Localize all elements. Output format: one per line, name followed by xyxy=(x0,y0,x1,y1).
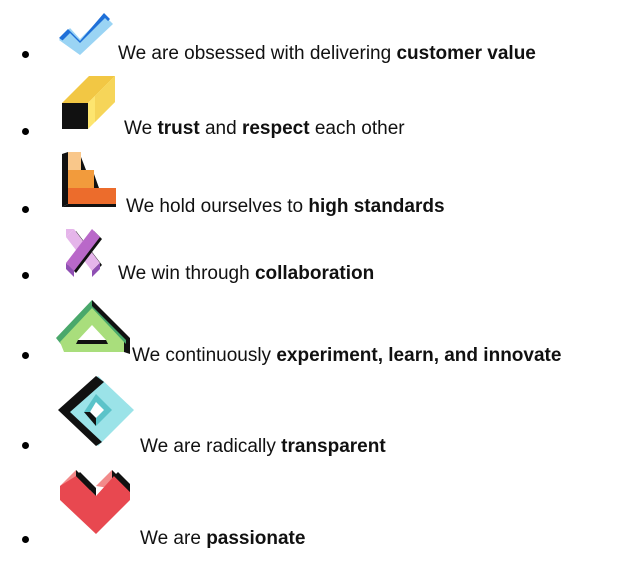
value-item-high-standards: We hold ourselves to high standards xyxy=(0,150,624,230)
bullet xyxy=(22,128,29,135)
value-item-customer-value: We are obsessed with delivering customer… xyxy=(0,0,624,80)
heart-icon xyxy=(60,470,132,538)
value-emphasis: customer value xyxy=(396,43,536,64)
value-item-passionate: We are passionate xyxy=(0,466,624,549)
cube-icon xyxy=(62,76,118,132)
bullet xyxy=(22,51,29,58)
checkmark-icon xyxy=(58,8,114,56)
value-text: We are radically transparent xyxy=(140,436,386,457)
diamond-icon xyxy=(56,376,136,448)
bullet xyxy=(22,272,29,279)
value-emphasis: trust xyxy=(157,118,200,139)
value-emphasis: high standards xyxy=(308,196,445,217)
value-item-transparent: We are radically transparent xyxy=(0,376,624,457)
bullet xyxy=(22,442,29,449)
value-item-trust-respect: We trust and respect each other xyxy=(0,76,624,156)
value-emphasis: collaboration xyxy=(254,263,375,284)
value-text: We trust and respect each other xyxy=(124,118,405,139)
triangle-icon xyxy=(56,298,130,354)
cross-icon xyxy=(64,225,106,281)
value-emphasis: respect xyxy=(241,118,310,139)
value-item-experiment-learn-innovate: We continuously experiment, learn, and i… xyxy=(0,296,624,376)
value-text: We hold ourselves to high standards xyxy=(126,196,445,217)
value-text: We win through collaboration xyxy=(118,263,375,284)
value-emphasis: passionate xyxy=(206,528,306,549)
value-text: We are passionate xyxy=(140,528,306,549)
value-text: We are obsessed with delivering customer… xyxy=(118,43,536,64)
value-item-collaboration: We win through collaboration xyxy=(0,220,624,300)
bullet xyxy=(22,352,29,359)
value-emphasis: experiment, learn, and innovate xyxy=(276,345,562,366)
bullet xyxy=(22,206,29,213)
value-emphasis: transparent xyxy=(281,436,386,457)
value-text: We continuously experiment, learn, and i… xyxy=(132,345,562,366)
steps-icon xyxy=(62,152,118,208)
bullet xyxy=(22,536,29,543)
